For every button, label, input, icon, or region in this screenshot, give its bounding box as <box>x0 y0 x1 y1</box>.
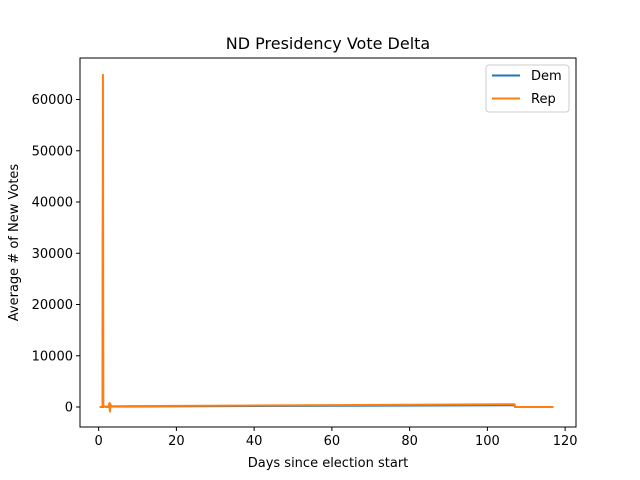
x-tick-label: 40 <box>246 434 263 449</box>
x-tick-label: 20 <box>168 434 185 449</box>
y-axis-label: Average # of New Votes <box>7 164 22 322</box>
series-line-rep <box>99 73 554 413</box>
legend-label-rep: Rep <box>531 92 556 107</box>
plot-frame <box>79 57 577 428</box>
x-axis-ticks: 0 20 40 60 80 100 120 <box>95 427 578 449</box>
series-lines <box>99 73 554 413</box>
y-tick-label: 20000 <box>32 298 73 313</box>
y-tick-label: 40000 <box>32 196 73 211</box>
y-tick-label: 0 <box>65 401 73 416</box>
legend-box <box>485 64 570 113</box>
legend-label-dem: Dem <box>531 69 562 84</box>
series-line-dem <box>99 195 554 412</box>
legend: Dem Rep <box>485 64 570 113</box>
x-tick-label: 100 <box>475 434 500 449</box>
x-tick-label: 60 <box>324 434 341 449</box>
y-tick-label: 10000 <box>32 349 73 364</box>
y-tick-label: 50000 <box>32 144 73 159</box>
chart-title: ND Presidency Vote Delta <box>226 34 430 53</box>
x-tick-label: 80 <box>401 434 418 449</box>
y-axis-ticks: 0 10000 20000 30000 40000 50000 60000 <box>32 93 80 416</box>
x-tick-label: 0 <box>95 434 103 449</box>
x-tick-label: 120 <box>553 434 578 449</box>
y-tick-label: 60000 <box>32 93 73 108</box>
x-axis-label: Days since election start <box>248 456 409 471</box>
y-tick-label: 30000 <box>32 247 73 262</box>
